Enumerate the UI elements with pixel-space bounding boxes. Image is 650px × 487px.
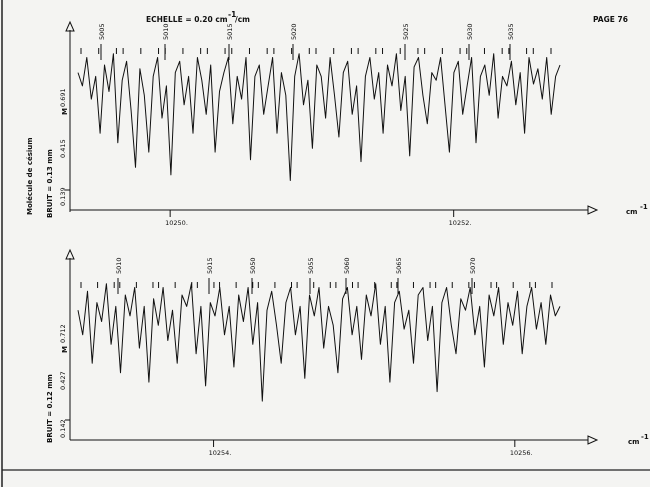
line-number-label: 5060 [343,257,351,274]
line-number-label: 5030 [466,23,474,40]
spectrum-trace-1 [77,53,561,181]
page-number: PAGE 76 [593,15,628,24]
line-number-label: 5065 [395,257,403,274]
x-tick-label: 10254. [209,449,232,457]
line-number-label: 5055 [307,257,315,274]
m-marker-1: M [61,108,69,115]
x-unit-label-2: cm [628,438,639,446]
line-markers-2 [80,282,553,288]
spectrum-line [77,283,561,402]
m-marker-2: M [61,346,69,353]
scale-label-sup: -1 [228,10,236,19]
spectrum-trace-2 [77,283,561,402]
molecule-label: Molécule de césium [26,137,34,215]
line-number-label: 5010 [162,23,170,40]
line-number-label: 5010 [115,257,123,274]
x-ticks-2: 10254. 10256. [209,440,533,457]
line-number-label: 5005 [98,23,106,40]
y-axis-arrow-1 [65,20,75,32]
noise-label-1: BRUIT = 0.13 mm [46,149,54,218]
scale-label: ECHELLE = 0.20 cm [146,15,228,24]
line-number-label: 5020 [290,23,298,40]
scale-label-unit: /cm [235,15,250,24]
line-markers-1 [80,48,552,54]
line-number-label: 5015 [206,257,214,274]
y-tick-label-2-mid: 0.427 [59,371,67,390]
line-numbers-1: 5005 5010 5015 5020 5025 5030 5035 [98,23,515,60]
line-number-label: 5015 [226,23,234,40]
y-tick-label-2-low: 0.142 [59,419,67,438]
line-number-label: 5070 [469,257,477,274]
spectrum-line [77,53,561,181]
x-tick-label: 10256. [510,449,533,457]
y-tick-label-1-mid: 0.415 [59,139,67,158]
line-numbers-2: 5010 5015 5050 5055 5060 5065 5070 [115,257,477,294]
line-number-label: 5025 [402,23,410,40]
x-axis-arrow-1 [587,205,599,215]
line-number-label: 5035 [507,23,515,40]
x-ticks-1: 10250. 10252. [165,210,471,227]
x-axis-arrow-2 [587,435,599,445]
line-number-label: 5050 [249,257,257,274]
y-tick-label-2-high: 0.712 [59,324,67,343]
x-tick-label: 10250. [165,219,188,227]
y-tick-label-1-high: 0.691 [59,88,67,107]
x-tick-label: 10252. [449,219,472,227]
y-axis-arrow-2 [65,248,75,260]
x-unit-sup-2: -1 [641,433,649,441]
x-unit-sup-1: -1 [640,203,648,211]
noise-label-2: BRUIT = 0.12 mm [46,374,54,443]
spectrum-panel-1: Molécule de césium BRUIT = 0.13 mm 0.139… [26,20,648,227]
x-unit-label-1: cm [626,208,637,216]
y-tick-label-1-low: 0.139 [59,187,67,206]
spectrum-panel-2: BRUIT = 0.12 mm 0.142 0.427 0.712 M cm -… [46,248,649,457]
